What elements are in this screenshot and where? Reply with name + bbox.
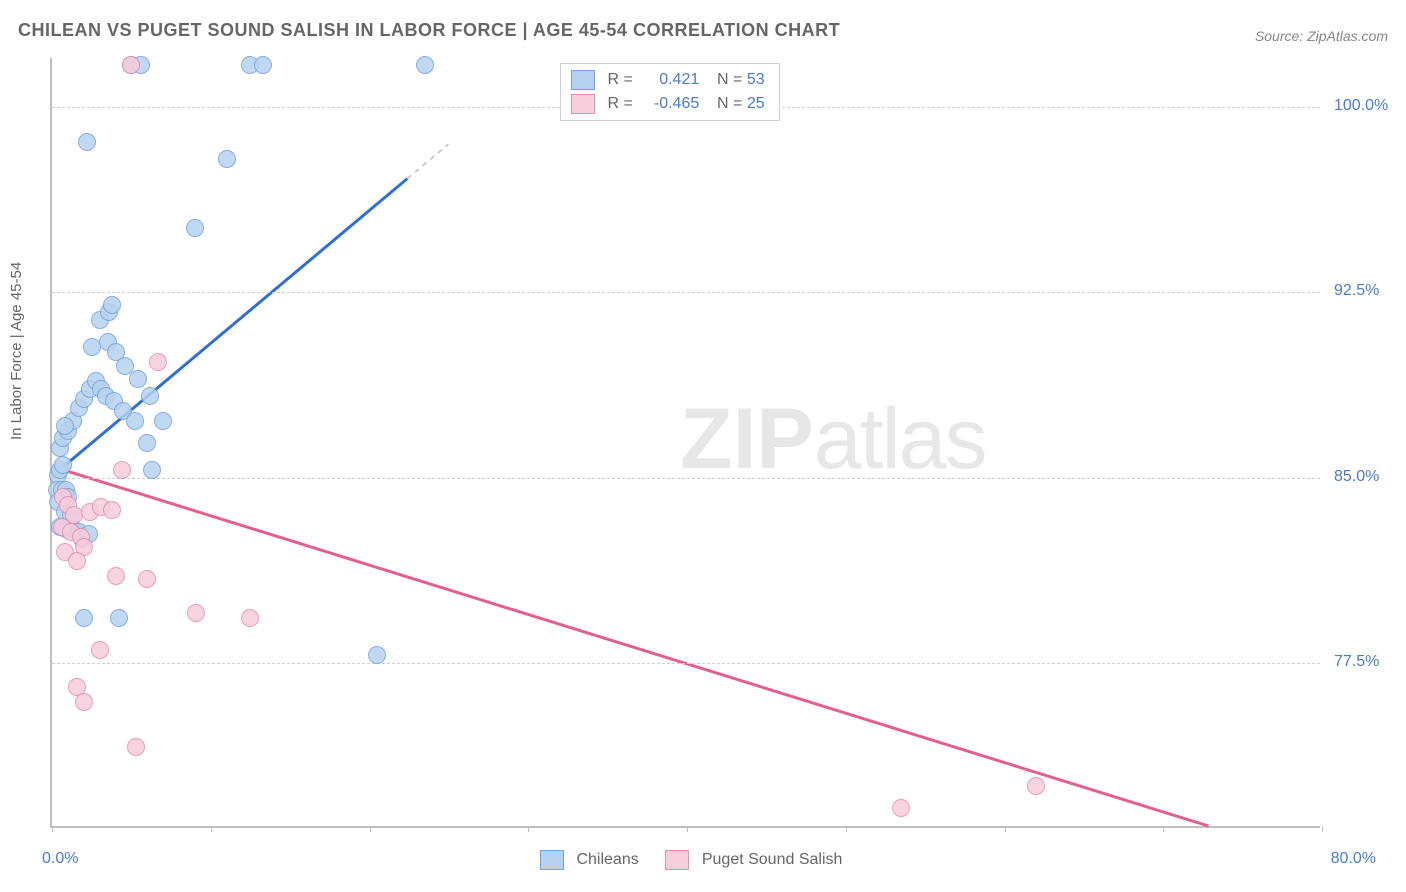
- y-tick-label: 77.5%: [1334, 653, 1379, 671]
- swatch-icon: [571, 70, 595, 90]
- data-point: [138, 434, 156, 452]
- swatch-icon: [540, 850, 564, 870]
- data-point: [416, 56, 434, 74]
- x-tick: [1322, 826, 1323, 832]
- data-point: [892, 799, 910, 817]
- data-point: [186, 219, 204, 237]
- y-tick-label: 85.0%: [1334, 468, 1379, 486]
- trend-lines-layer: [52, 58, 1320, 826]
- x-tick: [1005, 826, 1006, 832]
- n-value: 53: [747, 71, 765, 88]
- data-point: [241, 609, 259, 627]
- data-point: [143, 461, 161, 479]
- legend-label: Puget Sound Salish: [702, 851, 843, 868]
- data-point: [368, 646, 386, 664]
- chart-title: CHILEAN VS PUGET SOUND SALISH IN LABOR F…: [18, 20, 840, 41]
- stats-row: R = 0.421 N = 53: [571, 70, 765, 90]
- x-tick: [846, 826, 847, 832]
- data-point: [83, 338, 101, 356]
- data-point: [122, 56, 140, 74]
- gridline: [52, 663, 1320, 664]
- data-point: [138, 570, 156, 588]
- stats-legend: R = 0.421 N = 53 R = -0.465 N = 25: [560, 63, 780, 121]
- r-label: R =: [607, 95, 632, 112]
- gridline: [52, 292, 1320, 293]
- r-value: -0.465: [637, 95, 699, 113]
- x-tick: [211, 826, 212, 832]
- data-point: [126, 412, 144, 430]
- y-tick-label: 92.5%: [1334, 282, 1379, 300]
- x-tick-label: 0.0%: [42, 850, 78, 868]
- data-point: [103, 296, 121, 314]
- y-axis-label: In Labor Force | Age 45-54: [8, 262, 25, 440]
- data-point: [113, 461, 131, 479]
- x-tick-label: 80.0%: [1331, 850, 1376, 868]
- data-point: [75, 693, 93, 711]
- data-point: [103, 501, 121, 519]
- r-label: R =: [607, 71, 632, 88]
- n-value: 25: [747, 95, 765, 112]
- n-label: N =: [717, 95, 742, 112]
- data-point: [54, 456, 72, 474]
- stats-row: R = -0.465 N = 25: [571, 94, 765, 114]
- data-point: [187, 604, 205, 622]
- x-tick: [1163, 826, 1164, 832]
- data-point: [154, 412, 172, 430]
- data-point: [56, 417, 74, 435]
- series-legend: Chileans Puget Sound Salish: [540, 850, 842, 870]
- legend-label: Chileans: [576, 851, 638, 868]
- n-label: N =: [717, 71, 742, 88]
- data-point: [149, 353, 167, 371]
- data-point: [78, 133, 96, 151]
- x-tick: [370, 826, 371, 832]
- x-tick: [528, 826, 529, 832]
- x-tick: [687, 826, 688, 832]
- y-tick-label: 100.0%: [1334, 97, 1388, 115]
- swatch-icon: [665, 850, 689, 870]
- data-point: [1027, 777, 1045, 795]
- data-point: [254, 56, 272, 74]
- data-point: [110, 609, 128, 627]
- data-point: [91, 641, 109, 659]
- data-point: [141, 387, 159, 405]
- source-label: Source: ZipAtlas.com: [1255, 28, 1388, 44]
- data-point: [75, 609, 93, 627]
- data-point: [127, 738, 145, 756]
- r-value: 0.421: [637, 71, 699, 89]
- gridline: [52, 478, 1320, 479]
- swatch-icon: [571, 94, 595, 114]
- x-tick: [52, 826, 53, 832]
- data-point: [68, 552, 86, 570]
- data-point: [107, 567, 125, 585]
- data-point: [218, 150, 236, 168]
- plot-area: [50, 58, 1320, 828]
- data-point: [129, 370, 147, 388]
